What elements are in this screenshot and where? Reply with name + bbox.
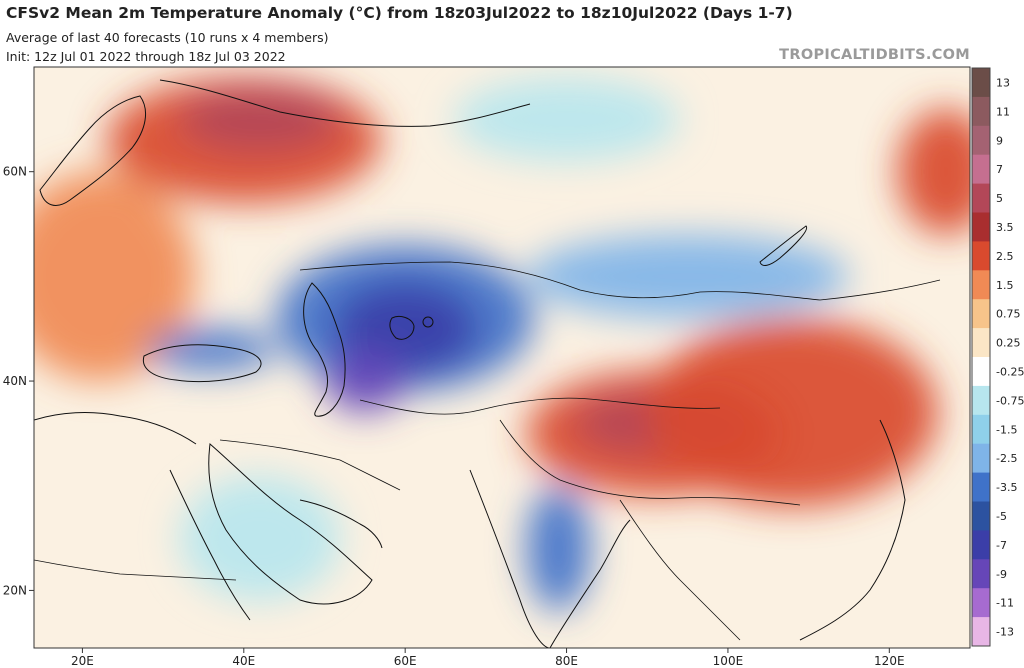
border-line: [619, 499, 741, 641]
lon-tick-label: 100E: [713, 654, 744, 668]
init-text: Init: 12z Jul 01 2022 through 18z Jul 03…: [6, 49, 286, 64]
anomaly-region-arabia-cool: [179, 475, 341, 601]
coastlines: [34, 79, 906, 648]
map-frame: [33, 66, 971, 649]
baikal-coast: [759, 225, 808, 266]
brand-watermark: TROPICALTIDBITS.COM: [779, 47, 970, 63]
colorbar-label: 0.75: [996, 308, 1021, 321]
map-subtitle: Average of last 40 forecasts (10 runs x …: [6, 30, 329, 45]
colorbar-swatch: [972, 328, 990, 358]
lon-tick-label: 120E: [874, 654, 905, 668]
persian-gulf-coast: [299, 499, 383, 549]
borders: [34, 261, 941, 641]
anomaly-region-black-sea-cool: [146, 328, 277, 371]
colorbar-label: -0.75: [996, 394, 1024, 407]
anomaly-region-india-cold: [526, 485, 591, 612]
lat-tick-label: 20N: [3, 583, 27, 597]
colorbar-label: -0.25: [996, 365, 1024, 378]
colorbar-swatch: [972, 299, 990, 329]
colorbar-label: 2.5: [996, 250, 1014, 263]
lat-tick-label: 40N: [3, 374, 27, 388]
colorbar-label: -3.5: [996, 481, 1017, 494]
lon-tick-label: 80E: [555, 654, 578, 668]
arctic-coast: [159, 79, 531, 127]
colorbar-label: 11: [996, 105, 1010, 118]
colorbar: 13 11 9 7 5 3.5 2.5 1.5 0.75 0.25 -0.25 -0.75 -1.5 -2…: [971, 67, 1024, 647]
colorbar-label: -1.5: [996, 423, 1017, 436]
colorbar-swatch: [972, 414, 990, 445]
border-line: [219, 439, 401, 491]
colorbar-label: 13: [996, 76, 1010, 89]
colorbar-label: -2.5: [996, 452, 1017, 465]
colorbar-label: -7: [996, 539, 1007, 552]
colorbar-swatch: [972, 472, 990, 502]
balkhash-coast: [422, 316, 434, 328]
china-coast: [799, 419, 906, 641]
colorbar-swatch: [972, 443, 990, 474]
border-line: [359, 397, 721, 415]
border-line: [299, 261, 941, 301]
colorbar-label: -5: [996, 510, 1007, 523]
anomaly-region-arctic-cool: [453, 77, 680, 162]
border-line: [499, 419, 801, 506]
baltic-coast: [39, 95, 147, 206]
colorbar-swatch: [972, 68, 990, 98]
colorbar-label: 3.5: [996, 221, 1014, 234]
arabian-coast: [208, 443, 373, 605]
red-sea-coast: [169, 469, 251, 621]
lon-tick-label: 40E: [232, 654, 255, 668]
colorbar-swatch: [972, 385, 990, 416]
colorbar-label: 5: [996, 192, 1003, 205]
colorbar-label: 7: [996, 163, 1003, 176]
anomaly-region-china-warm: [647, 318, 938, 507]
colorbar-label: 9: [996, 134, 1003, 147]
border-line: [34, 559, 237, 581]
colorbar-swatch: [972, 617, 990, 647]
anomaly-region-europe-warm: [34, 171, 196, 382]
colorbar-swatch: [972, 241, 990, 271]
black-sea-coast: [142, 344, 262, 383]
colorbar-label: 1.5: [996, 279, 1014, 292]
latitude-ticks: 60N 40N 20N: [3, 165, 34, 597]
med-coast: [34, 412, 197, 445]
colorbar-swatch: [972, 270, 990, 300]
colorbar-label: 0.25: [996, 337, 1021, 350]
colorbar-label: -13: [996, 626, 1014, 639]
colorbar-swatch: [972, 96, 990, 127]
colorbar-swatch: [972, 559, 990, 589]
caspian-coast: [303, 282, 346, 417]
lat-tick-label: 60N: [3, 165, 27, 179]
colorbar-swatch: [972, 125, 990, 156]
colorbar-swatch: [972, 183, 990, 213]
aral-coast: [389, 315, 415, 340]
colorbar-swatch: [972, 588, 990, 618]
colorbar-label: -9: [996, 568, 1007, 581]
colorbar-swatch: [972, 357, 990, 387]
map-title: CFSv2 Mean 2m Temperature Anomaly (°C) f…: [6, 4, 793, 22]
colorbar-swatch: [972, 212, 990, 242]
map-field: [34, 67, 970, 648]
anomaly-region-nw-russia-core: [179, 87, 341, 151]
colorbar-swatch: [972, 154, 990, 185]
colorbar-swatch: [972, 501, 990, 531]
lon-tick-label: 60E: [394, 654, 417, 668]
colorbar-label: -11: [996, 597, 1014, 610]
anomaly-region-east-siberia-warm: [897, 108, 970, 235]
longitude-ticks: 20E 40E 60E 80E 100E 120E: [71, 648, 905, 668]
lon-tick-label: 20E: [71, 654, 94, 668]
colorbar-frame: [971, 67, 991, 647]
anomaly-region-mongolia-cool: [526, 234, 849, 319]
colorbar-swatch: [972, 530, 990, 560]
